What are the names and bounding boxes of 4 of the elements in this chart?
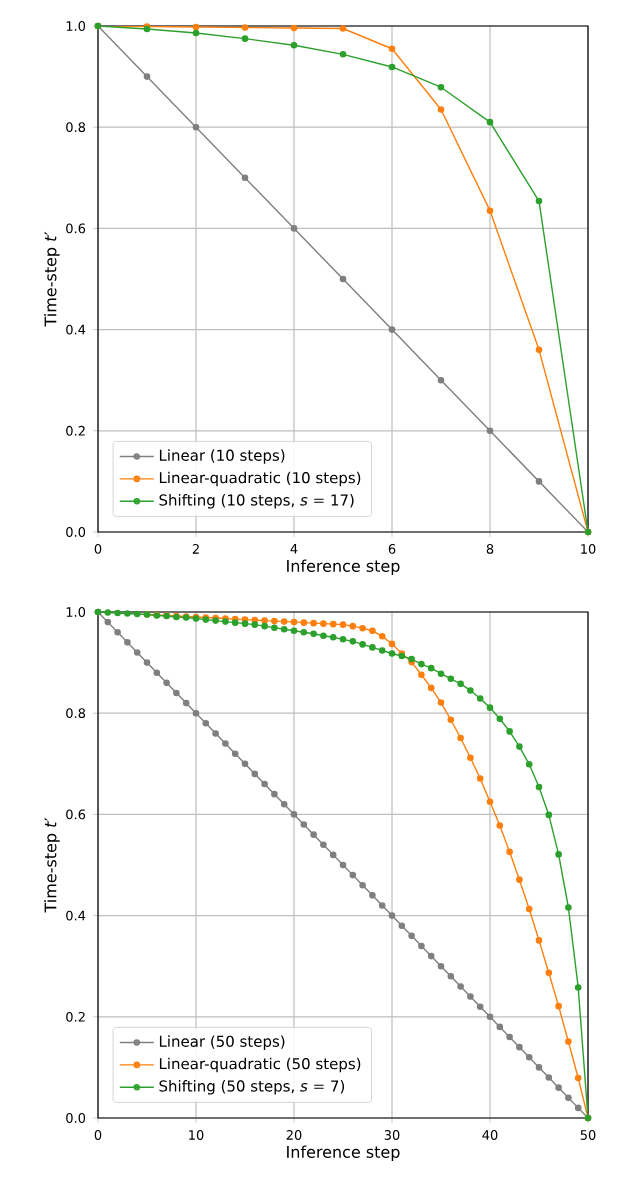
x-axis-title: Inference step xyxy=(287,1145,400,1162)
y-axis-title: Time-step t′ xyxy=(44,817,60,913)
y-axis-title: Time-step t′ xyxy=(44,231,60,327)
x-axis-title: Inference step xyxy=(287,559,400,576)
